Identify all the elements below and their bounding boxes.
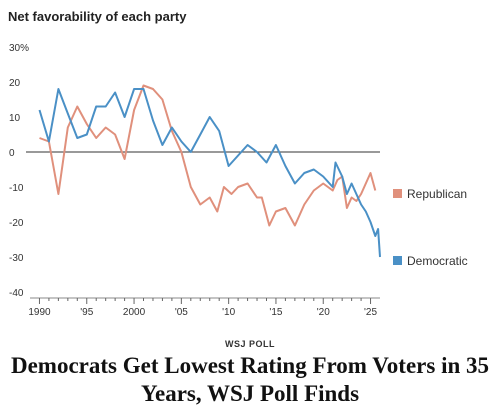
kicker-label: WSJ POLL	[224, 339, 275, 349]
chart-title: Net favorability of each party	[8, 9, 187, 24]
y-tick-label: 20	[9, 78, 21, 89]
legend-swatch-democratic	[393, 256, 402, 265]
legend-label-republican: Republican	[407, 187, 467, 201]
line-chart: 30% 20 10 0 -10 -20 -30 -40 1990 '95 2000 '05 '10 '15…	[9, 43, 468, 318]
x-tick-label: 1990	[28, 307, 51, 318]
y-tick-label: 30%	[9, 43, 29, 54]
y-tick-label: -20	[9, 218, 24, 229]
y-tick-label: -30	[9, 253, 24, 264]
x-tick-label: '20	[317, 307, 330, 318]
y-tick-label: -10	[9, 183, 24, 194]
series-line-democratic	[38, 88, 381, 258]
legend-label-democratic: Democratic	[407, 254, 468, 268]
headline: Democrats Get Lowest Rating From Voters …	[10, 353, 490, 406]
series-line-republican	[39, 84, 377, 227]
x-tick-label: '25	[364, 307, 377, 318]
x-tick-label: '05	[175, 307, 188, 318]
legend-swatch-republican	[393, 189, 402, 198]
y-tick-label: 10	[9, 113, 21, 124]
x-tick-label: '15	[269, 307, 282, 318]
y-tick-label: 0	[9, 148, 15, 159]
x-tick-label: 2000	[123, 307, 146, 318]
y-tick-label: -40	[9, 288, 24, 299]
x-tick-label: '10	[222, 307, 235, 318]
x-tick-label: '95	[80, 307, 93, 318]
